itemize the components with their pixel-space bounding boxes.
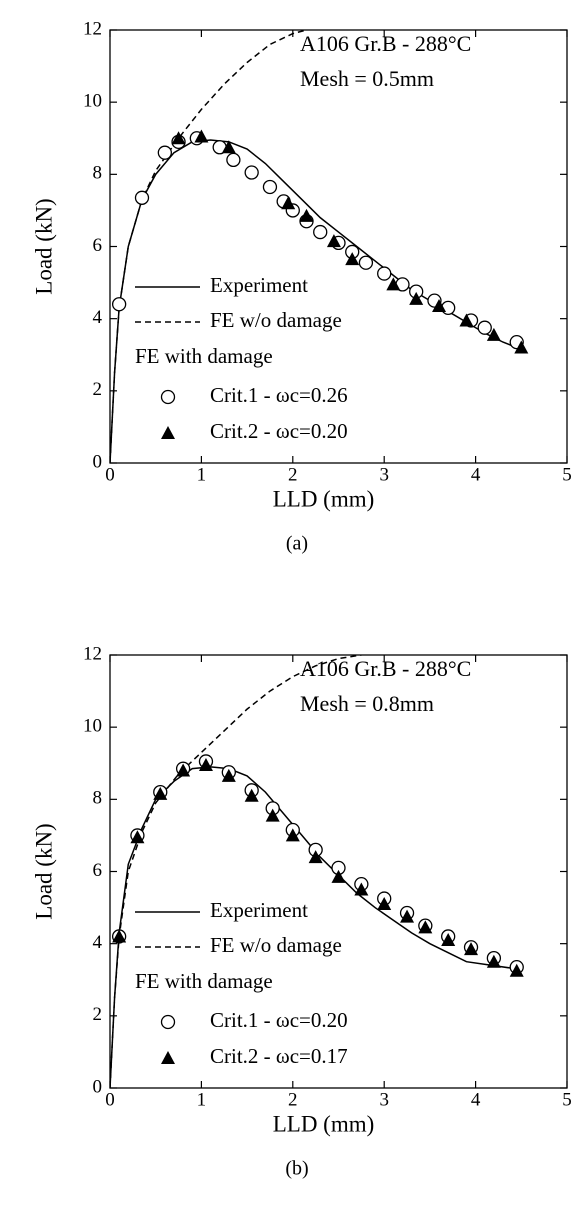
y-tick-label: 0 (93, 1076, 103, 1097)
legend-marker (161, 426, 175, 439)
y-tick-label: 8 (93, 163, 103, 184)
y-tick-label: 4 (93, 932, 103, 953)
triangle-marker (194, 129, 209, 143)
legend-label: Experiment (210, 898, 308, 922)
triangle-marker (354, 882, 369, 896)
circle-marker (377, 266, 392, 281)
x-tick-label: 2 (288, 464, 298, 485)
circle-marker (358, 255, 374, 270)
triangle-marker (514, 340, 529, 354)
triangle-marker (198, 758, 213, 772)
circle-marker (262, 179, 278, 195)
circle-marker (157, 145, 172, 160)
annotation: Mesh = 0.5mm (300, 66, 434, 91)
legend-marker (160, 389, 176, 405)
x-tick-label: 4 (471, 1089, 481, 1110)
y-axis-label: Load (kN) (31, 823, 56, 919)
y-tick-label: 8 (93, 788, 103, 809)
x-tick-label: 5 (562, 464, 572, 485)
x-tick-label: 1 (197, 1089, 207, 1110)
y-tick-label: 0 (93, 451, 103, 472)
y-axis-label: Load (kN) (31, 198, 56, 294)
legend-subtitle: FE with damage (135, 344, 273, 368)
triangle-marker (409, 291, 424, 305)
triangle-marker (331, 869, 346, 883)
triangle-marker (464, 942, 479, 956)
circle-marker (244, 165, 259, 180)
x-tick-label: 5 (562, 1089, 572, 1110)
y-tick-label: 2 (93, 379, 103, 400)
circle-marker (226, 152, 241, 168)
y-tick-label: 12 (83, 643, 102, 664)
annotation: Mesh = 0.8mm (300, 691, 434, 716)
circle-marker (313, 224, 328, 240)
legend-label: FE w/o damage (210, 308, 342, 332)
triangle-marker (377, 896, 392, 910)
y-tick-label: 6 (93, 860, 103, 881)
x-axis-label: LLD (mm) (273, 1111, 375, 1136)
triangle-marker (171, 131, 186, 145)
triangle-marker (486, 954, 501, 968)
triangle-marker (441, 933, 456, 947)
legend-subtitle: FE with damage (135, 969, 273, 993)
triangle-marker (509, 963, 524, 977)
legend-label: Crit.2 - ωc=0.20 (210, 419, 348, 443)
triangle-marker (221, 140, 236, 154)
y-tick-label: 10 (83, 716, 102, 737)
triangle-marker (130, 830, 145, 844)
triangle-marker (285, 828, 300, 842)
x-tick-label: 3 (379, 1089, 389, 1110)
triangle-marker (221, 768, 236, 782)
triangle-marker (244, 788, 259, 802)
triangle-marker (486, 327, 501, 341)
legend-label: Crit.1 - ωc=0.20 (210, 1008, 348, 1032)
x-tick-label: 1 (197, 464, 207, 485)
legend-marker (161, 1051, 175, 1064)
triangle-marker (308, 850, 323, 864)
y-tick-label: 10 (83, 91, 102, 112)
triangle-marker (153, 786, 168, 800)
y-tick-label: 12 (83, 18, 102, 39)
y-tick-label: 4 (93, 307, 103, 328)
legend-label: Crit.2 - ωc=0.17 (210, 1044, 348, 1068)
legend-label: Crit.1 - ωc=0.26 (210, 383, 348, 407)
circle-marker (134, 190, 150, 205)
triangle-marker (432, 299, 447, 313)
annotation: A106 Gr.B - 288°C (300, 31, 471, 56)
triangle-marker (326, 234, 341, 248)
triangle-marker (265, 808, 280, 822)
caption: (a) (286, 533, 308, 555)
legend-label: Experiment (210, 273, 308, 297)
triangle-marker (112, 929, 127, 943)
triangle-marker (299, 208, 314, 222)
circle-marker (477, 320, 492, 335)
series-line (110, 139, 522, 463)
triangle-marker (400, 909, 415, 923)
triangle-marker (176, 763, 191, 777)
x-tick-label: 3 (379, 464, 389, 485)
y-tick-label: 6 (93, 235, 103, 256)
triangle-marker (459, 313, 474, 327)
x-axis-label: LLD (mm) (273, 486, 375, 511)
x-tick-label: 0 (105, 1089, 115, 1110)
annotation: A106 Gr.B - 288°C (300, 656, 471, 681)
triangle-marker (281, 196, 296, 210)
y-tick-label: 2 (93, 1004, 103, 1025)
triangle-marker (386, 277, 401, 291)
caption: (b) (285, 1158, 308, 1180)
x-tick-label: 4 (471, 464, 481, 485)
x-tick-label: 0 (105, 464, 115, 485)
x-tick-label: 2 (288, 1089, 298, 1110)
triangle-marker (345, 252, 360, 266)
legend-label: FE w/o damage (210, 933, 342, 957)
triangle-marker (418, 920, 433, 934)
legend-marker (160, 1014, 176, 1030)
series-line (110, 655, 362, 1088)
series-line (110, 766, 517, 1088)
circle-marker (111, 297, 127, 312)
